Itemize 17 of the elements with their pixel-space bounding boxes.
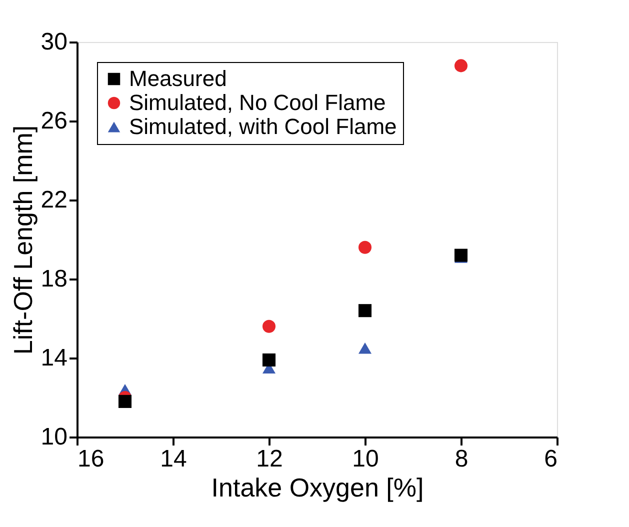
x-axis-title: Intake Oxygen [%]	[211, 472, 424, 502]
x-tick-label: 8	[454, 446, 468, 472]
x-tick-label: 10	[352, 446, 379, 472]
y-tick-label: 26	[40, 108, 68, 134]
y-axis-title: Lift-Off Length [mm]	[8, 125, 38, 355]
x-tick-label: 16	[78, 446, 104, 472]
x-tick-label: 6	[544, 446, 558, 472]
x-tick-label: 12	[256, 446, 283, 472]
y-tick-label: 22	[40, 186, 68, 214]
y-tick-label: 10	[40, 424, 68, 450]
y-tick-label: 18	[40, 266, 68, 292]
x-tick-label: 14	[160, 446, 187, 472]
legend-label: Measured	[129, 66, 227, 91]
legend-label: Simulated, with Cool Flame	[129, 114, 397, 139]
legend-label: Simulated, No Cool Flame	[129, 90, 386, 115]
y-tick-label: 30	[40, 28, 68, 56]
y-tick-label: 14	[40, 344, 68, 372]
